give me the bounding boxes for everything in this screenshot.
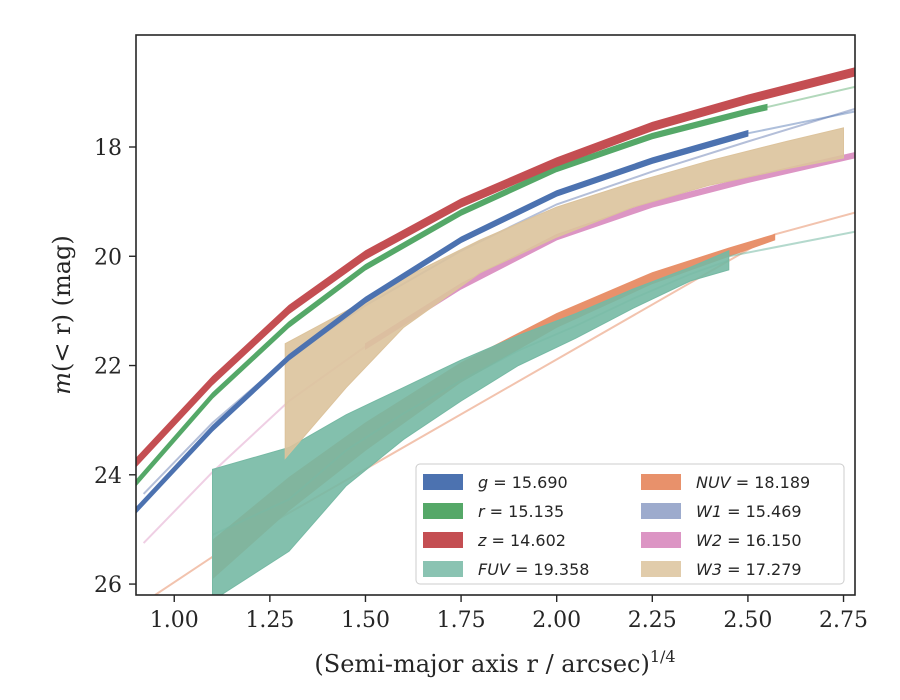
legend-label-z: z = 14.602 bbox=[477, 531, 566, 550]
series-nuv-extrapolation bbox=[154, 211, 855, 595]
x-axis-title: (Semi-major axis r / arcsec)1/4 bbox=[314, 647, 675, 678]
legend-swatch-w3 bbox=[641, 561, 681, 577]
plot-frame bbox=[135, 34, 856, 596]
legend-label-w1: W1 = 15.469 bbox=[696, 502, 802, 521]
y-tick-label: 18 bbox=[94, 136, 122, 161]
y-tick-label: 22 bbox=[94, 355, 122, 380]
series-z bbox=[136, 67, 855, 468]
x-tick-label: 1.75 bbox=[437, 608, 486, 633]
x-tick-label: 1.25 bbox=[245, 608, 294, 633]
x-tick-label: 1.00 bbox=[150, 608, 199, 633]
x-tick-label: 2.25 bbox=[628, 608, 677, 633]
legend-label-w2: W2 = 16.150 bbox=[696, 531, 802, 550]
legend-label-g: g = 15.690 bbox=[478, 473, 568, 492]
series-g bbox=[136, 110, 855, 514]
legend-swatch-g bbox=[423, 474, 463, 490]
series-g-band bbox=[136, 129, 749, 514]
series-r bbox=[136, 85, 855, 487]
series-fuv-band bbox=[212, 250, 730, 595]
legend-swatch-fuv bbox=[423, 561, 463, 577]
legend-swatch-z bbox=[423, 532, 463, 548]
series-fuv bbox=[212, 230, 855, 595]
x-tick-label: 2.50 bbox=[723, 608, 772, 633]
plot-area bbox=[136, 67, 855, 595]
y-tick-label: 26 bbox=[94, 573, 122, 598]
legend-label-nuv: NUV = 18.189 bbox=[696, 473, 810, 492]
legend-label-w3: W3 = 17.279 bbox=[696, 560, 802, 579]
series-w3 bbox=[284, 127, 844, 460]
y-tick-label: 20 bbox=[94, 245, 122, 270]
x-tick-label: 2.75 bbox=[819, 608, 868, 633]
legend-swatch-r bbox=[423, 503, 463, 519]
legend-swatch-w1 bbox=[641, 503, 681, 519]
series-z-band bbox=[136, 67, 855, 468]
x-axis: 1.00 1.25 1.50 1.75 2.00 2.25 2.50 2.75 bbox=[150, 595, 868, 633]
legend-swatch-w2 bbox=[641, 532, 681, 548]
legend-frame bbox=[415, 463, 845, 585]
series-w3-band bbox=[284, 127, 844, 460]
legend-swatch-nuv bbox=[641, 474, 681, 490]
legend-label-fuv: FUV = 19.358 bbox=[478, 560, 589, 579]
x-tick-label: 1.50 bbox=[341, 608, 390, 633]
legend-label-r: r = 15.135 bbox=[478, 502, 564, 521]
y-tick-label: 24 bbox=[94, 464, 122, 489]
series-fuv-extrapolation bbox=[728, 230, 855, 258]
y-axis: 18 20 22 24 26 bbox=[94, 136, 136, 598]
legend: g = 15.690 r = 15.135 z = 14.602 FUV = 19.3… bbox=[415, 463, 845, 585]
series-r-band bbox=[136, 103, 768, 487]
y-axis-title: m(< r) (mag) bbox=[48, 235, 76, 395]
x-tick-label: 2.00 bbox=[532, 608, 581, 633]
